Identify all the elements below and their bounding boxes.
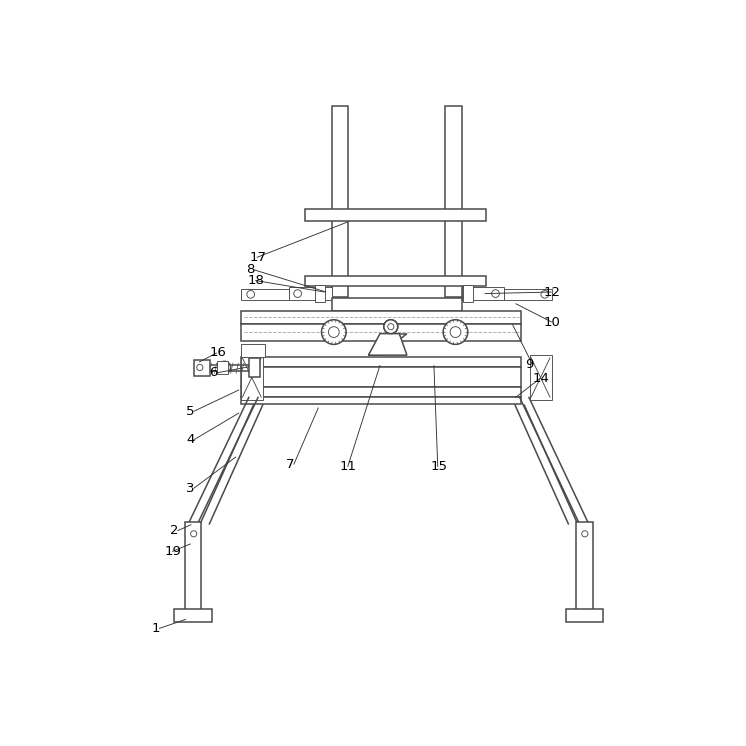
Circle shape <box>190 530 197 537</box>
Text: 12: 12 <box>544 286 561 298</box>
Text: 19: 19 <box>164 545 181 558</box>
Circle shape <box>388 324 394 330</box>
Bar <box>242 368 521 386</box>
Text: 3: 3 <box>186 482 195 495</box>
Circle shape <box>197 364 203 371</box>
Text: 16: 16 <box>209 346 226 360</box>
Text: 7: 7 <box>286 458 295 471</box>
Bar <box>242 386 521 397</box>
Bar <box>242 311 521 324</box>
Bar <box>242 324 521 340</box>
Text: 18: 18 <box>248 274 264 287</box>
Text: 15: 15 <box>430 460 447 473</box>
Text: 14: 14 <box>533 372 549 385</box>
Text: 11: 11 <box>340 460 357 473</box>
Bar <box>577 522 592 611</box>
Circle shape <box>322 320 346 345</box>
Circle shape <box>247 290 254 298</box>
Text: 2: 2 <box>170 524 178 537</box>
Circle shape <box>582 530 588 537</box>
Circle shape <box>541 290 548 298</box>
Bar <box>242 397 521 404</box>
Polygon shape <box>369 333 407 355</box>
Text: 17: 17 <box>249 251 266 264</box>
Circle shape <box>384 320 398 333</box>
Bar <box>185 522 201 611</box>
Bar <box>331 107 348 298</box>
Text: 4: 4 <box>186 433 195 446</box>
Bar <box>289 287 331 300</box>
Text: 9: 9 <box>524 358 533 371</box>
Bar <box>242 357 521 368</box>
Bar <box>242 344 265 357</box>
Bar <box>463 285 473 302</box>
Bar <box>565 609 604 621</box>
Circle shape <box>328 327 339 337</box>
Bar <box>175 609 212 621</box>
Circle shape <box>388 324 394 330</box>
Bar <box>304 276 486 286</box>
Bar <box>445 107 462 298</box>
Circle shape <box>294 289 301 298</box>
Bar <box>304 209 486 222</box>
Text: 10: 10 <box>544 316 561 328</box>
Bar <box>242 355 263 400</box>
Text: 6: 6 <box>209 366 217 380</box>
Bar <box>249 358 260 377</box>
Bar <box>194 360 210 376</box>
Bar <box>242 289 289 300</box>
Bar <box>331 298 462 311</box>
Bar <box>530 355 552 400</box>
Bar <box>504 289 552 300</box>
Circle shape <box>450 327 461 337</box>
Text: 8: 8 <box>246 263 254 276</box>
Text: 5: 5 <box>186 405 195 418</box>
Bar <box>462 287 504 300</box>
Circle shape <box>443 320 468 345</box>
Bar <box>315 285 325 302</box>
Text: 1: 1 <box>151 622 160 635</box>
Bar <box>217 361 228 374</box>
Circle shape <box>492 289 499 298</box>
Circle shape <box>384 320 398 333</box>
Circle shape <box>219 361 231 374</box>
